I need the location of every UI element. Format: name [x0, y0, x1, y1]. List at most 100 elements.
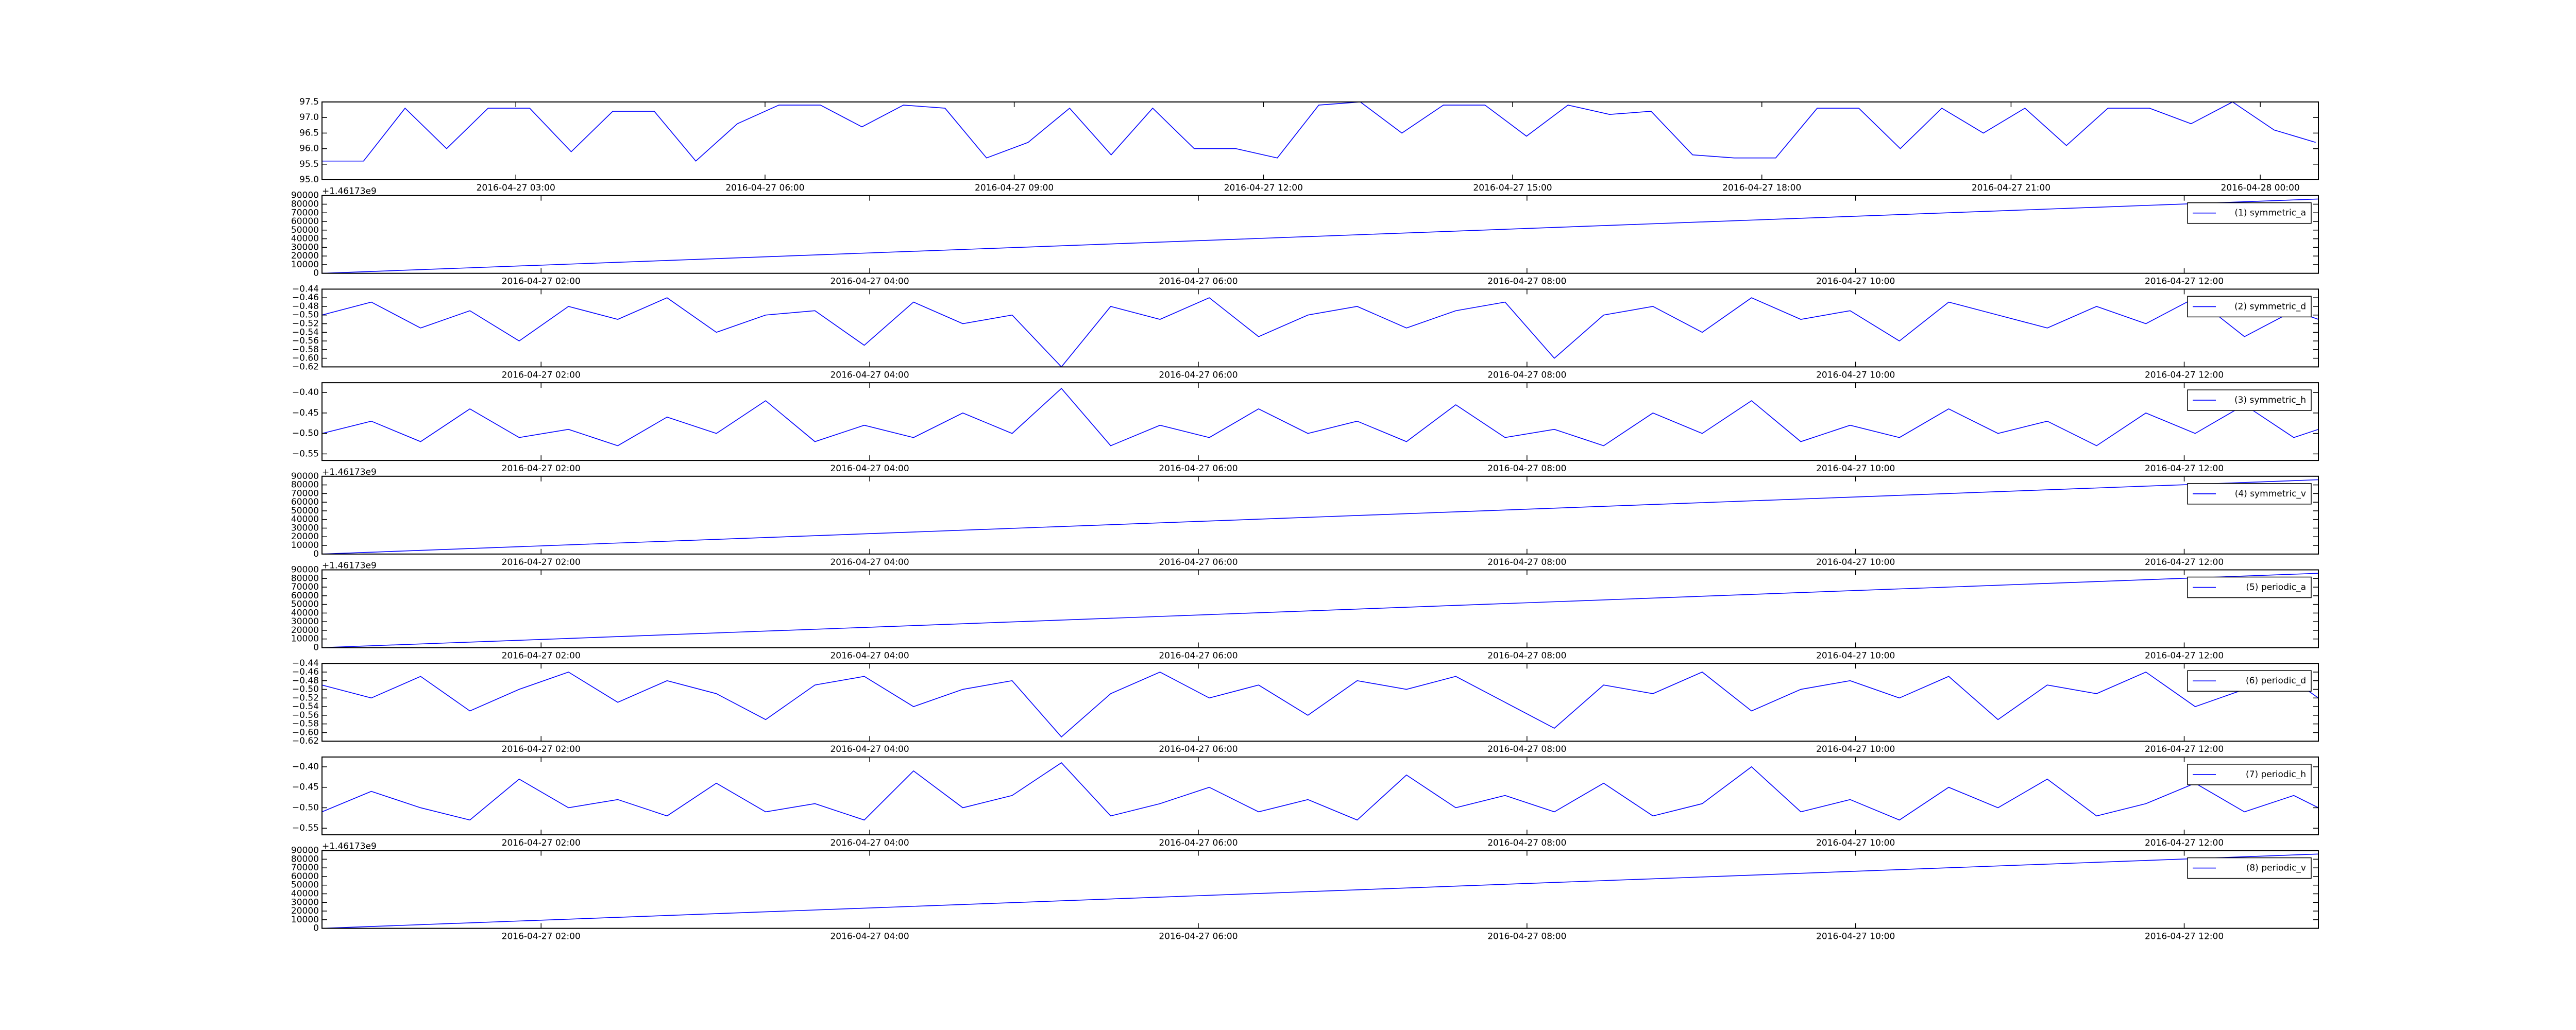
x-tick-label: 2016-04-27 02:00 — [502, 651, 581, 661]
series-line — [322, 762, 2318, 821]
y-tick-label: 30000 — [291, 523, 319, 533]
legend-label: (2) symmetric_d — [2234, 301, 2306, 312]
y-tick-label: 40000 — [291, 234, 319, 244]
y-tick-label: −0.50 — [292, 684, 319, 695]
x-tick-label: 2016-04-27 02:00 — [502, 744, 581, 754]
x-tick-label: 2016-04-27 08:00 — [1487, 744, 1566, 754]
x-tick-label: 2016-04-27 18:00 — [1722, 183, 1801, 193]
y-tick-label: 30000 — [291, 616, 319, 627]
x-tick-label: 2016-04-27 06:00 — [1159, 744, 1238, 754]
x-tick-label: 2016-04-27 02:00 — [502, 370, 581, 380]
x-tick-label: 2016-04-28 00:00 — [2221, 183, 2300, 193]
y-tick-label: 70000 — [291, 488, 319, 499]
series-line — [322, 573, 2318, 648]
legend-label: (7) periodic_h — [2246, 769, 2306, 780]
series-line — [322, 198, 2318, 273]
y-tick-label: 30000 — [291, 897, 319, 907]
y-tick-label: 10000 — [291, 915, 319, 925]
y-tick-label: 90000 — [291, 471, 319, 482]
y-tick-label: −0.46 — [292, 667, 319, 677]
y-tick-label: 70000 — [291, 208, 319, 218]
panel: −0.55 −0.50 −0.45 −0.40 2016-04-27 02:00 2016… — [292, 382, 2319, 474]
x-tick-label: 2016-04-27 06:00 — [1159, 370, 1238, 380]
panel: −0.62−0.60−0.58−0.56−0.54−0.52−0.50−0.48… — [292, 658, 2319, 754]
x-tick-label: 2016-04-27 10:00 — [1816, 557, 1895, 568]
x-tick-label: 2016-04-27 06:00 — [1159, 932, 1238, 942]
y-tick-label: −0.48 — [292, 301, 319, 312]
y-tick-label: 70000 — [291, 863, 319, 873]
y-tick-label: 80000 — [291, 480, 319, 490]
x-tick-label: 2016-04-27 06:00 — [1159, 557, 1238, 568]
x-tick-label: 2016-04-27 08:00 — [1487, 932, 1566, 942]
x-tick-label: 2016-04-27 12:00 — [2145, 744, 2224, 754]
y-tick-label: 50000 — [291, 880, 319, 890]
x-tick-label: 2016-04-27 06:00 — [725, 183, 804, 193]
axes-frame — [321, 288, 2319, 368]
x-tick-label: 2016-04-27 03:00 — [477, 183, 555, 193]
y-tick-label: −0.55 — [292, 449, 319, 459]
y-tick-label: 30000 — [291, 242, 319, 252]
series-line — [322, 672, 2318, 737]
axes-frame — [321, 475, 2319, 555]
x-tick-label: 2016-04-27 06:00 — [1159, 838, 1238, 848]
x-tick-label: 2016-04-27 04:00 — [830, 557, 909, 568]
x-tick-label: 2016-04-27 02:00 — [502, 277, 581, 287]
x-tick-label: 2016-04-27 10:00 — [1816, 370, 1895, 380]
axes-frame — [321, 756, 2319, 835]
y-tick-label: 10000 — [291, 634, 319, 644]
y-tick-label: 0 — [313, 923, 319, 934]
x-tick-label: 2016-04-27 06:00 — [1159, 464, 1238, 474]
x-tick-label: 2016-04-27 04:00 — [830, 277, 909, 287]
y-tick-label: −0.54 — [292, 701, 319, 712]
x-tick-label: 2016-04-27 12:00 — [1224, 183, 1303, 193]
axes-frame — [321, 101, 2319, 180]
legend-label: (1) symmetric_a — [2234, 208, 2306, 218]
y-tick-label: 80000 — [291, 573, 319, 583]
x-tick-label: 2016-04-27 04:00 — [830, 932, 909, 942]
y-tick-label: 0 — [313, 643, 319, 653]
x-tick-label: 2016-04-27 12:00 — [2145, 557, 2224, 568]
axes-frame — [321, 850, 2319, 929]
panel: 0100002000030000400005000060000700008000… — [291, 467, 2319, 568]
x-tick-label: 2016-04-27 12:00 — [2145, 651, 2224, 661]
y-tick-label: 40000 — [291, 888, 319, 899]
x-tick-label: 2016-04-27 06:00 — [1159, 277, 1238, 287]
x-tick-label: 2016-04-27 08:00 — [1487, 651, 1566, 661]
x-tick-label: 2016-04-27 02:00 — [502, 464, 581, 474]
x-tick-label: 2016-04-27 04:00 — [830, 651, 909, 661]
y-tick-label: 70000 — [291, 582, 319, 592]
y-tick-label: 60000 — [291, 497, 319, 507]
series-line — [322, 853, 2318, 929]
panel: 0100002000030000400005000060000700008000… — [291, 186, 2319, 287]
y-tick-label: 10000 — [291, 260, 319, 270]
series-line — [322, 102, 2316, 162]
x-tick-label: 2016-04-27 04:00 — [830, 370, 909, 380]
x-tick-label: 2016-04-27 08:00 — [1487, 557, 1566, 568]
axes-frame — [321, 195, 2319, 274]
y-tick-label: 20000 — [291, 906, 319, 916]
x-tick-label: 2016-04-27 12:00 — [2145, 838, 2224, 848]
x-tick-label: 2016-04-27 06:00 — [1159, 651, 1238, 661]
y-tick-label: −0.58 — [292, 345, 319, 355]
x-tick-label: 2016-04-27 12:00 — [2145, 464, 2224, 474]
x-tick-label: 2016-04-27 10:00 — [1816, 651, 1895, 661]
series-line — [322, 297, 2318, 367]
y-tick-label: −0.45 — [292, 408, 319, 418]
y-tick-label: 95.0 — [299, 175, 319, 185]
y-tick-label: 50000 — [291, 225, 319, 235]
series-line — [322, 479, 2318, 554]
x-tick-label: 2016-04-27 02:00 — [502, 838, 581, 848]
y-tick-label: 0 — [313, 549, 319, 559]
y-tick-label: −0.52 — [292, 319, 319, 329]
offset-text: +1.46173e9 — [322, 842, 377, 852]
panel: −0.62−0.60−0.58−0.56−0.54−0.52−0.50−0.48… — [292, 284, 2319, 380]
y-tick-label: −0.56 — [292, 336, 319, 346]
y-tick-label: 90000 — [291, 565, 319, 575]
y-tick-label: 80000 — [291, 199, 319, 209]
y-tick-label: −0.45 — [292, 782, 319, 793]
y-tick-label: −0.50 — [292, 802, 319, 813]
y-tick-label: −0.60 — [292, 727, 319, 737]
panel: 95.0 95.5 96.0 96.5 97.0 97.5 2016-04-27 03:00… — [299, 97, 2319, 193]
